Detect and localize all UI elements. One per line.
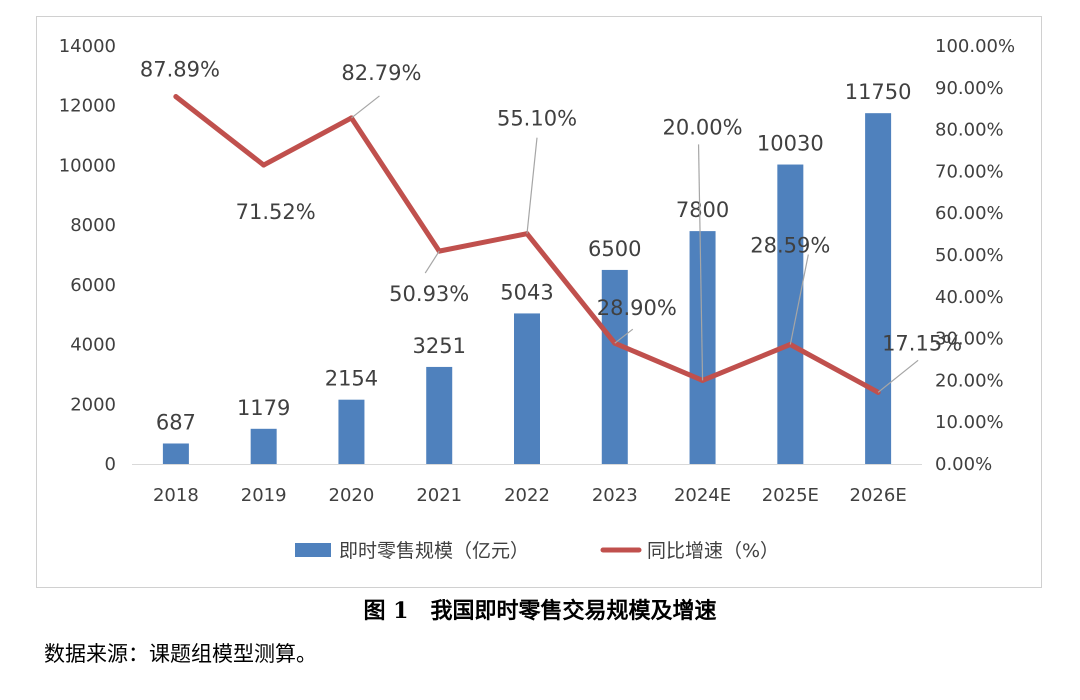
left-axis-tick-label: 4000 [70, 335, 116, 356]
bar [514, 313, 540, 464]
bar [338, 399, 365, 464]
right-axis-tick-label: 80.00% [935, 120, 1004, 141]
legend-line-label: 同比增速（%） [647, 540, 779, 562]
right-axis-tick-label: 70.00% [935, 161, 1004, 182]
growth-point [173, 94, 179, 100]
right-axis-tick-label: 60.00% [935, 203, 1004, 224]
growth-value-label: 50.93% [389, 282, 469, 306]
growth-value-label: 87.89% [140, 58, 220, 82]
leader-line [526, 137, 538, 234]
x-axis-tick-label: 2021 [416, 485, 462, 506]
bar [777, 164, 804, 465]
growth-value-label: 28.59% [750, 233, 830, 257]
leader-line [789, 254, 809, 345]
x-axis-tick-label: 2020 [329, 485, 375, 506]
bar-value-label: 7800 [676, 198, 729, 222]
bar-value-label: 687 [156, 410, 196, 434]
x-axis-tick-label: 2023 [592, 485, 638, 506]
growth-value-label: 82.79% [341, 61, 421, 85]
right-axis-tick-label: 100.00% [935, 36, 1015, 57]
bar [250, 428, 277, 464]
leader-line [424, 250, 440, 274]
bar [162, 443, 189, 464]
growth-value-label: 55.10% [497, 107, 577, 131]
bar-value-label: 11750 [845, 80, 912, 104]
right-axis-tick-label: 10.00% [935, 412, 1004, 433]
bar-value-label: 10030 [757, 132, 824, 156]
x-axis-tick-label: 2019 [241, 485, 287, 506]
left-axis-tick-label: 8000 [70, 215, 116, 236]
growth-value-label: 20.00% [663, 115, 743, 139]
bar-value-label: 1179 [237, 396, 290, 420]
data-source-note: 数据来源：课题组模型测算。 [44, 642, 317, 666]
leader-line [697, 144, 704, 381]
growth-value-label: 28.90% [597, 296, 677, 320]
x-axis-tick-label: 2018 [153, 485, 199, 506]
left-axis-tick-label: 10000 [59, 155, 116, 176]
figure-caption: 图 1 我国即时零售交易规模及增速 [363, 598, 717, 624]
x-axis-tick-label: 2025E [762, 485, 819, 506]
growth-value-label: 71.52% [236, 200, 316, 224]
chart-frame: 0 2000 4000 6000 8000 10000 12000 14000 0.00% 10.… [36, 16, 1042, 588]
legend-bar-swatch [295, 543, 331, 557]
left-axis-tick-label: 6000 [70, 275, 116, 296]
bar-value-label: 5043 [500, 280, 553, 304]
right-axis-tick-label: 90.00% [935, 78, 1004, 99]
growth-point [261, 162, 267, 168]
bar [601, 269, 628, 464]
bar [865, 113, 892, 464]
left-axis-tick-label: 14000 [59, 36, 116, 57]
left-axis-tick-label: 0 [105, 454, 116, 475]
leader-line [351, 95, 380, 119]
x-axis-tick-label: 2026E [850, 485, 907, 506]
right-axis-tick-label: 40.00% [935, 287, 1004, 308]
right-axis-tick-label: 30.00% [935, 329, 1004, 350]
bar-value-label: 2154 [325, 367, 378, 391]
right-axis-tick-label: 50.00% [935, 245, 1004, 266]
left-axis-tick-label: 12000 [59, 96, 116, 117]
right-axis-tick-label: 20.00% [935, 370, 1004, 391]
right-axis-tick-label: 0.00% [935, 454, 992, 475]
leader-line [614, 328, 634, 344]
x-axis-tick-label: 2022 [504, 485, 550, 506]
leader-line [877, 359, 919, 393]
left-axis-tick-label: 2000 [70, 394, 116, 415]
x-axis-tick-label: 2024E [674, 485, 731, 506]
bar-value-label: 6500 [588, 237, 641, 261]
bar-value-label: 3251 [412, 334, 465, 358]
combo-chart: 0 2000 4000 6000 8000 10000 12000 14000 0.00% 10.… [59, 36, 1015, 562]
bar [426, 366, 453, 464]
legend-bar-label: 即时零售规模（亿元） [339, 540, 529, 562]
growth-value-label: 17.15% [882, 331, 962, 355]
